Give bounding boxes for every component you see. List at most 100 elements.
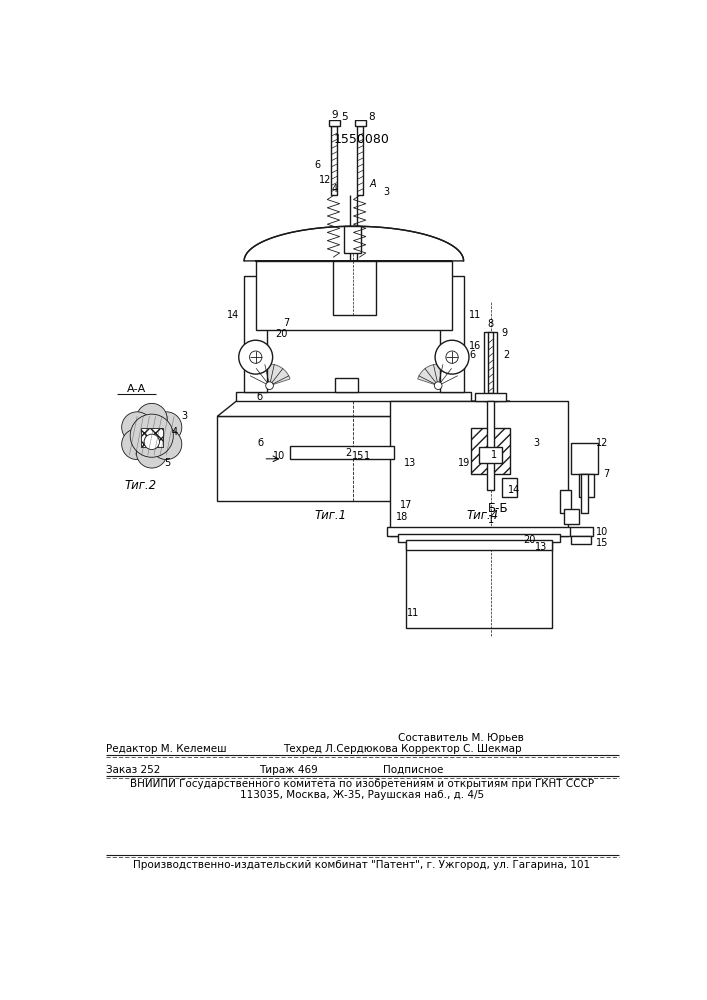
Circle shape [130,414,173,457]
Text: 20: 20 [275,329,287,339]
Bar [560,490,571,513]
Text: Б-Б: Б-Б [488,502,508,515]
Bar [331,126,337,195]
Bar [502,478,518,497]
Text: А-А: А-А [127,384,146,394]
Bar [390,401,568,536]
Polygon shape [418,364,459,386]
Text: Редактор М. Келемеш: Редактор М. Келемеш [105,744,226,754]
Text: 18: 18 [396,512,408,522]
Circle shape [136,437,167,468]
Text: 8: 8 [488,319,493,329]
Text: 12: 12 [319,175,331,185]
Text: 14: 14 [226,310,239,320]
Bar [472,428,510,474]
Text: Техред Л.Сердюкова Корректор С. Шекмар: Техред Л.Сердюкова Корректор С. Шекмар [283,744,521,754]
Circle shape [250,351,262,363]
Text: 11: 11 [469,310,481,320]
Text: 10: 10 [273,451,285,461]
Bar [244,276,267,392]
Text: 20: 20 [523,535,535,545]
Bar [571,536,590,544]
Text: 6: 6 [314,160,320,170]
Bar [357,126,363,195]
Text: 13: 13 [534,542,547,552]
Text: 3: 3 [383,187,390,197]
Text: 5: 5 [164,458,170,468]
Bar [334,261,376,315]
Text: 8: 8 [368,112,375,122]
Bar [236,392,472,401]
Bar [329,120,339,126]
Text: 2: 2 [345,448,351,458]
Text: 113035, Москва, Ж-35, Раушская наб., д. 4/5: 113035, Москва, Ж-35, Раушская наб., д. … [240,790,484,800]
Bar [571,443,598,474]
Text: 9: 9 [501,328,508,338]
Text: Τиг.2: Τиг.2 [124,479,156,492]
Text: 7: 7 [284,318,290,328]
Polygon shape [244,226,464,261]
Bar [475,393,506,401]
Bar [479,447,502,463]
Text: Подписное: Подписное [382,765,443,775]
Text: 1: 1 [364,451,370,461]
Text: 4: 4 [172,427,178,437]
Text: 6: 6 [469,350,476,360]
Bar [489,332,493,393]
Circle shape [434,382,442,389]
Text: 2: 2 [503,350,509,360]
Bar [563,509,579,524]
Circle shape [239,340,273,374]
Bar [487,401,493,490]
Bar [440,276,464,392]
Circle shape [446,351,458,363]
Text: 10: 10 [596,527,608,537]
Text: Составитель М. Юрьев: Составитель М. Юрьев [398,733,524,743]
Text: 16: 16 [469,341,481,351]
Text: 3: 3 [534,438,540,448]
Bar [406,536,552,628]
Bar [256,261,452,330]
Text: 9: 9 [331,110,337,120]
Circle shape [435,340,469,374]
Text: 14: 14 [508,485,520,495]
Polygon shape [491,401,510,501]
Bar [581,474,588,513]
Bar [217,416,491,501]
Polygon shape [217,401,510,416]
Text: 12: 12 [596,438,609,448]
Text: б: б [257,392,262,402]
Text: Тираж 469: Тираж 469 [259,765,318,775]
Circle shape [122,412,153,443]
Text: 15: 15 [352,451,364,461]
Bar [406,540,552,550]
Bar [344,226,361,253]
Text: Заказ 252: Заказ 252 [105,765,160,775]
Text: 11: 11 [407,608,420,618]
Circle shape [266,382,274,389]
Bar [335,378,358,392]
Bar [579,474,595,497]
Bar [355,120,366,126]
Bar [484,332,497,401]
Text: 7: 7 [603,469,609,479]
Polygon shape [249,364,290,386]
Circle shape [151,412,182,443]
Text: 3: 3 [181,411,187,421]
Bar [141,428,163,447]
Circle shape [136,403,167,434]
Bar [291,446,395,459]
Text: ВНИИПИ Государственного комитета по изобретениям и открытиям при ГКНТ СССР: ВНИИПИ Государственного комитета по изоб… [130,779,594,789]
Text: Τиг.1: Τиг.1 [315,509,346,522]
Circle shape [122,429,153,460]
Text: б: б [257,438,264,448]
Text: 1: 1 [488,515,493,525]
Text: 15: 15 [596,538,609,548]
Circle shape [144,434,160,450]
Text: 17: 17 [399,500,412,510]
Bar [387,527,571,536]
Bar [398,534,560,542]
Text: Τиг.4: Τиг.4 [467,509,499,522]
Text: 1550080: 1550080 [334,133,390,146]
Text: Производственно-издательский комбинат "Патент", г. Ужгород, ул. Гагарина, 101: Производственно-издательский комбинат "П… [134,860,590,870]
